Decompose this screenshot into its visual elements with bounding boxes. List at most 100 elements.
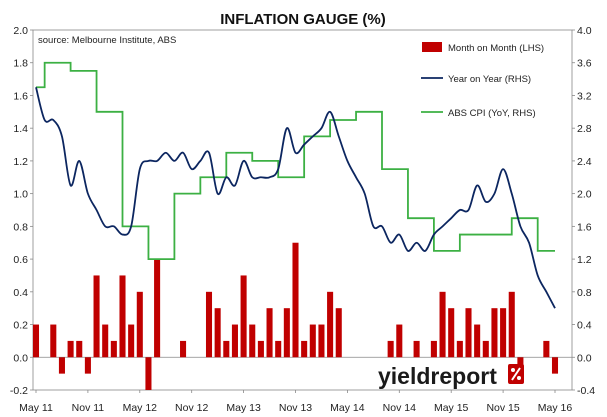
legend-label: Month on Month (LHS) bbox=[448, 43, 544, 54]
mom-bar bbox=[67, 340, 74, 358]
abs-cpi-line bbox=[36, 61, 555, 260]
source-note: source: Melbourne Institute, ABS bbox=[38, 35, 176, 46]
chart-axes: -0.2 0.0 0.2 0.4 0.6 0.8 1.0 1.2 1.4 1.6 1.8 2.0 -0.… bbox=[10, 25, 595, 414]
mom-bar bbox=[180, 340, 187, 358]
mom-bar bbox=[50, 324, 57, 358]
mom-bar bbox=[309, 324, 316, 358]
right-axis-tick-label: 1.6 bbox=[577, 221, 592, 233]
chart-title: INFLATION GAUGE (%) bbox=[220, 11, 386, 28]
mom-bar bbox=[430, 340, 437, 358]
mom-bar bbox=[214, 308, 221, 358]
left-axis-tick-label: 0.6 bbox=[13, 254, 28, 266]
mom-bar bbox=[93, 275, 100, 358]
mom-bar bbox=[266, 308, 273, 358]
mom-bar bbox=[231, 324, 238, 358]
right-axis-tick-label: 0.0 bbox=[577, 352, 592, 364]
mom-bar bbox=[58, 357, 65, 374]
mom-bar bbox=[249, 324, 256, 358]
year-on-year-line bbox=[35, 87, 556, 309]
mom-bar bbox=[84, 357, 91, 374]
mom-bar bbox=[257, 340, 264, 358]
left-axis-tick-label: 1.2 bbox=[13, 156, 28, 168]
x-axis-tick-label: May 15 bbox=[434, 402, 469, 414]
mom-bar bbox=[500, 308, 507, 358]
mom-bar bbox=[448, 308, 455, 358]
mom-bar bbox=[275, 340, 282, 358]
mom-bar bbox=[318, 324, 325, 358]
mom-bar bbox=[474, 324, 481, 358]
mom-bar bbox=[110, 340, 117, 358]
right-axis-tick-label: 2.4 bbox=[577, 156, 592, 168]
percent-dot-bottom bbox=[517, 376, 521, 380]
mom-bar bbox=[413, 340, 420, 358]
mom-bar bbox=[396, 324, 403, 358]
left-axis-tick-label: 1.6 bbox=[13, 90, 28, 102]
mom-bar bbox=[301, 340, 308, 358]
x-axis-tick-label: May 14 bbox=[330, 402, 365, 414]
x-axis-tick-label: May 12 bbox=[123, 402, 158, 414]
right-axis-tick-label: 0.4 bbox=[577, 320, 592, 332]
mom-bar bbox=[205, 291, 213, 358]
right-axis-tick-label: 2.8 bbox=[577, 123, 592, 135]
x-axis-tick-label: May 16 bbox=[538, 402, 573, 414]
right-axis-tick-label: 4.0 bbox=[577, 25, 592, 37]
brand-wordmark: yieldreport bbox=[378, 363, 497, 389]
right-axis-tick-label: 2.0 bbox=[577, 189, 592, 201]
x-axis-tick-label: May 11 bbox=[19, 402, 53, 414]
mom-bar bbox=[102, 324, 109, 358]
mom-bar bbox=[223, 340, 230, 358]
plot-border bbox=[32, 29, 573, 391]
right-axis-tick-label: -0.4 bbox=[577, 385, 595, 397]
yieldreport-logo: yieldreport bbox=[378, 363, 524, 389]
legend-label: ABS CPI (YoY, RHS) bbox=[448, 108, 536, 119]
mom-bar bbox=[491, 308, 498, 358]
chart-legend: Month on Month (LHS) Year on Year (RHS) AB… bbox=[421, 42, 544, 119]
mom-bar bbox=[283, 308, 290, 358]
legend-label: Year on Year (RHS) bbox=[448, 74, 531, 85]
left-axis-tick-label: 0.4 bbox=[13, 287, 28, 299]
left-axis-tick-label: 0.0 bbox=[13, 352, 28, 364]
month-on-month-bars bbox=[32, 242, 559, 390]
right-axis-tick-label: 3.6 bbox=[577, 58, 592, 70]
mom-bar bbox=[76, 340, 83, 358]
mom-bar bbox=[543, 340, 550, 358]
mom-bar bbox=[154, 259, 161, 358]
mom-bar bbox=[439, 291, 446, 358]
mom-bar bbox=[465, 308, 472, 358]
mom-bar bbox=[551, 357, 559, 374]
right-axis-tick-label: 3.2 bbox=[577, 90, 592, 102]
mom-bar bbox=[128, 324, 135, 358]
left-axis-tick-label: 1.0 bbox=[13, 189, 28, 201]
left-axis-tick-label: 0.8 bbox=[13, 221, 28, 233]
mom-bar bbox=[482, 340, 489, 358]
x-axis-tick-label: Nov 11 bbox=[72, 402, 105, 414]
x-axis-tick-label: Nov 14 bbox=[383, 402, 416, 414]
left-axis-tick-label: 1.8 bbox=[13, 58, 28, 70]
mom-bar bbox=[327, 291, 334, 358]
mom-bar bbox=[335, 308, 342, 358]
x-axis-tick-label: Nov 15 bbox=[486, 402, 519, 414]
legend-swatch-bar bbox=[422, 42, 442, 52]
mom-bar bbox=[240, 275, 247, 358]
mom-bar bbox=[508, 291, 515, 358]
percent-dot-top bbox=[511, 368, 515, 372]
mom-bar bbox=[292, 242, 299, 358]
percent-slash bbox=[511, 367, 521, 381]
mom-bar bbox=[32, 324, 40, 358]
left-axis-tick-label: 1.4 bbox=[13, 123, 28, 135]
right-axis-tick-label: 0.8 bbox=[577, 287, 592, 299]
mom-bar bbox=[456, 340, 463, 358]
mom-bar bbox=[387, 340, 394, 358]
left-axis-tick-label: 2.0 bbox=[13, 25, 28, 37]
left-axis-tick-label: 0.2 bbox=[13, 320, 28, 332]
series-lines bbox=[35, 61, 556, 309]
left-axis-tick-label: -0.2 bbox=[10, 385, 28, 397]
right-axis-tick-label: 1.2 bbox=[577, 254, 592, 266]
x-axis-tick-label: May 13 bbox=[226, 402, 261, 414]
mom-bar bbox=[145, 357, 152, 390]
mom-bar bbox=[136, 291, 143, 358]
x-axis-tick-label: Nov 12 bbox=[175, 402, 208, 414]
mom-bar bbox=[119, 275, 126, 358]
x-axis-tick-label: Nov 13 bbox=[279, 402, 312, 414]
